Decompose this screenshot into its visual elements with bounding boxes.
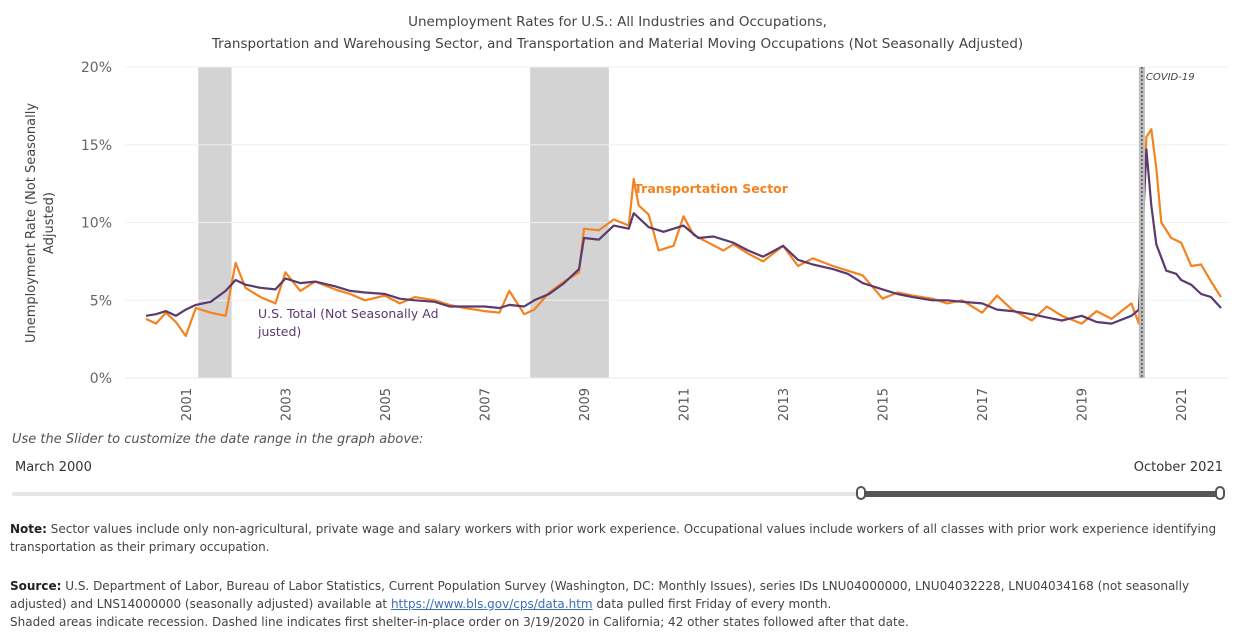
source-label: Source: xyxy=(10,579,62,593)
bls-data-link[interactable]: https://www.bls.gov/cps/data.htm xyxy=(390,597,593,611)
axes: 0% 5% 10% 15% 20% 2001 2003 2005 2007 2009 2011 201… xyxy=(24,60,1228,421)
note-text: Note: Sector values include only non-agr… xyxy=(10,520,1225,556)
us-total-line xyxy=(145,148,1222,325)
y-tick-label: 5% xyxy=(90,293,112,309)
source-body: U.S. Department of Labor, Bureau of Labo… xyxy=(10,579,1190,611)
x-tick-label: 2015 xyxy=(877,388,892,421)
series-lines xyxy=(145,128,1222,338)
x-tick-label: 2005 xyxy=(379,388,394,421)
x-tick-label: 2021 xyxy=(1175,388,1190,421)
slider-end-handle[interactable] xyxy=(1215,486,1225,500)
x-tick-label: 2001 xyxy=(180,388,195,421)
y-axis-label: Unemployment Rate (Not Seasonally xyxy=(24,103,39,343)
transportation-sector-line xyxy=(145,128,1222,338)
source-body-after: data pulled first Friday of every month. xyxy=(592,597,832,611)
date-range-slider-track[interactable] xyxy=(12,492,1224,496)
source-shading-note: Shaded areas indicate recession. Dashed … xyxy=(10,615,909,629)
x-tick-label: 2013 xyxy=(777,388,792,421)
slider-end-label: October 2021 xyxy=(1133,460,1223,475)
covid-band xyxy=(1138,67,1145,378)
slider-start-label: March 2000 xyxy=(15,460,92,475)
us-total-label-line2: justed) xyxy=(257,324,301,339)
x-tick-label: 2011 xyxy=(678,388,693,421)
y-tick-label: 20% xyxy=(81,60,112,76)
x-tick-label: 2017 xyxy=(976,388,991,421)
transportation-sector-label: Transportation Sector xyxy=(634,181,789,196)
y-tick-label: 10% xyxy=(81,216,112,232)
x-tick-label: 2003 xyxy=(279,388,294,421)
us-total-label-line1: U.S. Total (Not Seasonally Ad xyxy=(258,306,439,321)
y-axis-label: Adjusted) xyxy=(42,192,57,254)
note-label: Note: xyxy=(10,522,47,536)
slider-start-handle[interactable] xyxy=(856,486,866,500)
chart-area: 0% 5% 10% 15% 20% 2001 2003 2005 2007 2009 2011 201… xyxy=(24,60,1228,421)
source-text: Source: U.S. Department of Labor, Bureau… xyxy=(10,577,1225,631)
x-tick-label: 2009 xyxy=(578,388,593,421)
covid-label: COVID-19 xyxy=(1146,72,1195,83)
chart-title-line-2: Transportation and Warehousing Sector, a… xyxy=(211,36,1024,52)
date-range-slider-selected[interactable] xyxy=(860,491,1222,497)
slider-prompt: Use the Slider to customize the date ran… xyxy=(12,432,424,447)
x-tick-label: 2007 xyxy=(478,388,493,421)
y-tick-label: 0% xyxy=(90,371,112,387)
x-tick-label: 2019 xyxy=(1076,388,1091,421)
annotations: Transportation Sector U.S. Total (Not Sea… xyxy=(257,67,1195,378)
chart-title-line-1: Unemployment Rates for U.S.: All Industr… xyxy=(408,14,827,30)
y-tick-label: 15% xyxy=(81,138,112,154)
note-body: Sector values include only non-agricultu… xyxy=(10,522,1217,554)
